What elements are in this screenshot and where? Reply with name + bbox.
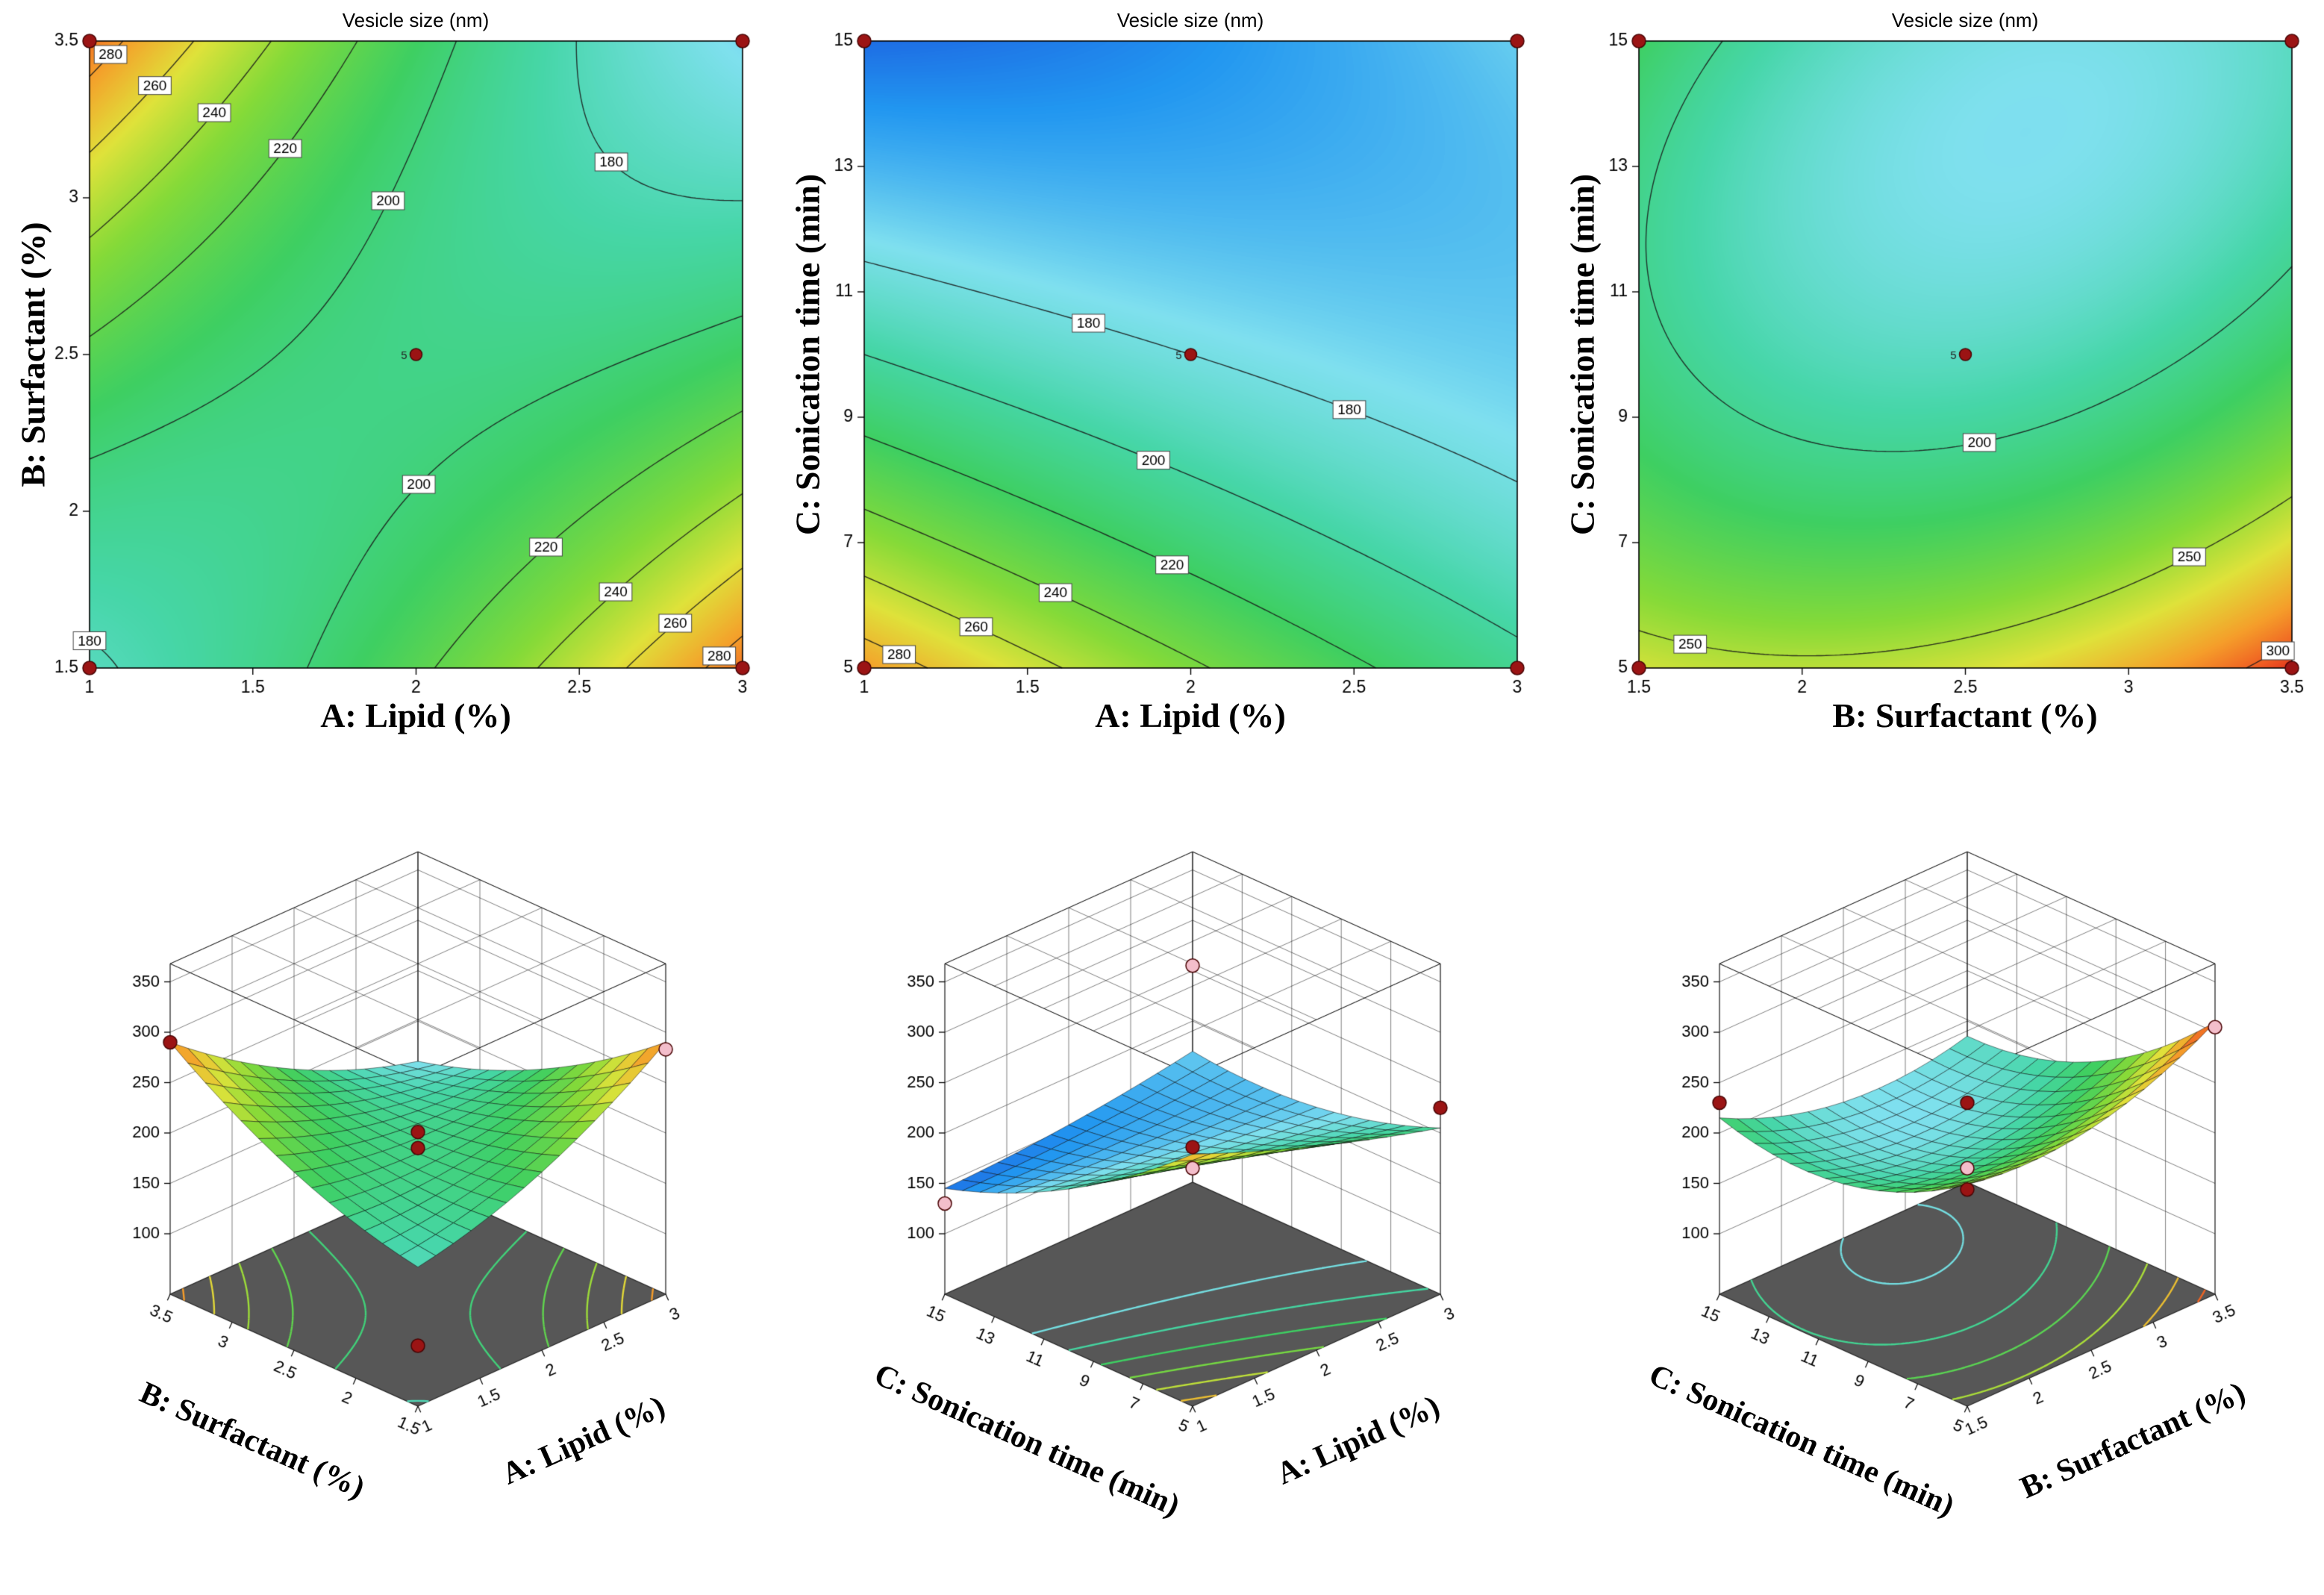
chart-title: Vesicle size (nm)	[342, 9, 490, 31]
x-axis-title: A: Lipid (%)	[320, 696, 511, 734]
surface-canvas-surfactant-sonication	[1549, 755, 2324, 1595]
contour-panel-lipid-surfactant: Vesicle size (nm) B: Surfactant (%) A: L…	[0, 0, 775, 755]
contour-canvas-surfactant-sonication	[1549, 0, 2324, 755]
chart-title: Vesicle size (nm)	[1116, 9, 1264, 31]
contour-row: Vesicle size (nm) B: Surfactant (%) A: L…	[0, 0, 2324, 755]
surface-panel-surfactant-sonication: C: Sonication time (min) B: Surfactant (…	[1549, 755, 2324, 1595]
surface-row: B: Surfactant (%) A: Lipid (%) C: Sonica…	[0, 755, 2324, 1595]
surface-canvas-lipid-sonication	[775, 755, 1549, 1595]
chart-title: Vesicle size (nm)	[1891, 9, 2039, 31]
surface-panel-lipid-surfactant: B: Surfactant (%) A: Lipid (%)	[0, 755, 775, 1595]
x-axis-title: A: Lipid (%)	[1095, 696, 1286, 734]
contour-panel-surfactant-sonication: Vesicle size (nm) C: Sonication time (mi…	[1549, 0, 2324, 755]
y-axis-title: C: Sonication time (min)	[1563, 173, 1602, 536]
y-axis-title: C: Sonication time (min)	[788, 173, 827, 536]
surface-panel-lipid-sonication: C: Sonication time (min) A: Lipid (%)	[775, 755, 1549, 1595]
y-axis-title: B: Surfactant (%)	[13, 222, 52, 487]
contour-canvas-lipid-surfactant	[0, 0, 775, 755]
contour-panel-lipid-sonication: Vesicle size (nm) C: Sonication time (mi…	[775, 0, 1549, 755]
contour-canvas-lipid-sonication	[775, 0, 1549, 755]
surface-canvas-lipid-surfactant	[0, 755, 775, 1595]
x-axis-title: B: Surfactant (%)	[1832, 696, 2098, 734]
